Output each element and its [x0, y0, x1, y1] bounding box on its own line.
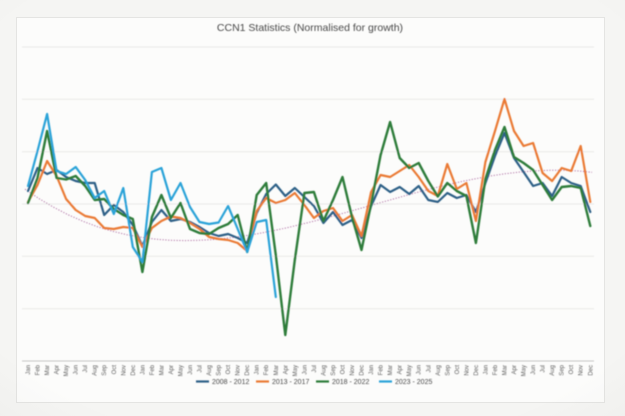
svg-text:May: May — [179, 365, 185, 376]
svg-text:Mar: Mar — [45, 365, 51, 375]
svg-text:Dec: Dec — [245, 365, 251, 376]
svg-text:Jun: Jun — [417, 365, 423, 375]
svg-text:Jun: Jun — [302, 365, 308, 375]
svg-text:Mar: Mar — [388, 365, 394, 375]
svg-text:2013 - 2017: 2013 - 2017 — [272, 379, 309, 386]
svg-text:Nov: Nov — [579, 365, 585, 376]
svg-text:Oct: Oct — [341, 365, 347, 375]
svg-text:Nov: Nov — [350, 365, 356, 376]
svg-text:May: May — [522, 365, 528, 376]
svg-text:Mar: Mar — [274, 365, 280, 375]
svg-text:Jun: Jun — [74, 365, 80, 375]
svg-text:Dec: Dec — [360, 365, 366, 376]
svg-text:Apr: Apr — [283, 365, 289, 374]
svg-text:Aug: Aug — [207, 365, 213, 376]
svg-text:Oct: Oct — [226, 365, 232, 375]
svg-text:Dec: Dec — [588, 365, 594, 376]
svg-text:Aug: Aug — [550, 365, 556, 376]
svg-text:Mar: Mar — [503, 365, 509, 375]
svg-text:Apr: Apr — [55, 365, 61, 374]
svg-text:2018 - 2022: 2018 - 2022 — [332, 379, 369, 386]
svg-text:Jul: Jul — [312, 365, 318, 373]
svg-text:Jul: Jul — [83, 365, 89, 373]
svg-text:Dec: Dec — [474, 365, 480, 376]
svg-text:Jul: Jul — [198, 365, 204, 373]
svg-text:Aug: Aug — [321, 365, 327, 376]
svg-text:2008 - 2012: 2008 - 2012 — [212, 379, 249, 386]
svg-text:Jul: Jul — [426, 365, 432, 373]
svg-text:Oct: Oct — [569, 365, 575, 375]
svg-text:Feb: Feb — [379, 364, 385, 375]
svg-text:Jan: Jan — [369, 365, 375, 375]
svg-text:Apr: Apr — [169, 365, 175, 374]
svg-text:Feb: Feb — [264, 364, 270, 375]
svg-text:Sep: Sep — [445, 364, 451, 375]
svg-text:Mar: Mar — [159, 365, 165, 375]
svg-text:May: May — [64, 365, 70, 376]
svg-text:Dec: Dec — [131, 365, 137, 376]
svg-text:Sep: Sep — [217, 364, 223, 375]
svg-text:Jan: Jan — [140, 365, 146, 375]
svg-text:Apr: Apr — [512, 365, 518, 374]
svg-text:CCN1 Statistics (Normalised fo: CCN1 Statistics (Normalised for growth) — [217, 22, 403, 34]
svg-text:Jan: Jan — [255, 365, 261, 375]
svg-text:2023 - 2025: 2023 - 2025 — [395, 379, 432, 386]
svg-text:Oct: Oct — [112, 365, 118, 375]
svg-text:Aug: Aug — [436, 365, 442, 376]
svg-text:Feb: Feb — [36, 364, 42, 375]
svg-text:Oct: Oct — [455, 365, 461, 375]
svg-text:May: May — [293, 365, 299, 376]
svg-text:May: May — [407, 365, 413, 376]
svg-text:Nov: Nov — [236, 365, 242, 376]
svg-text:Sep: Sep — [102, 364, 108, 375]
svg-text:Nov: Nov — [464, 365, 470, 376]
svg-text:Jun: Jun — [531, 365, 537, 375]
svg-text:Sep: Sep — [331, 364, 337, 375]
svg-text:Jul: Jul — [541, 365, 547, 373]
svg-text:Jun: Jun — [188, 365, 194, 375]
svg-text:Sep: Sep — [560, 364, 566, 375]
svg-text:Jan: Jan — [26, 365, 32, 375]
svg-text:Feb: Feb — [493, 364, 499, 375]
svg-text:Nov: Nov — [121, 365, 127, 376]
svg-text:Apr: Apr — [398, 365, 404, 374]
svg-text:Aug: Aug — [93, 365, 99, 376]
svg-text:Feb: Feb — [150, 364, 156, 375]
svg-text:Jan: Jan — [483, 365, 489, 375]
